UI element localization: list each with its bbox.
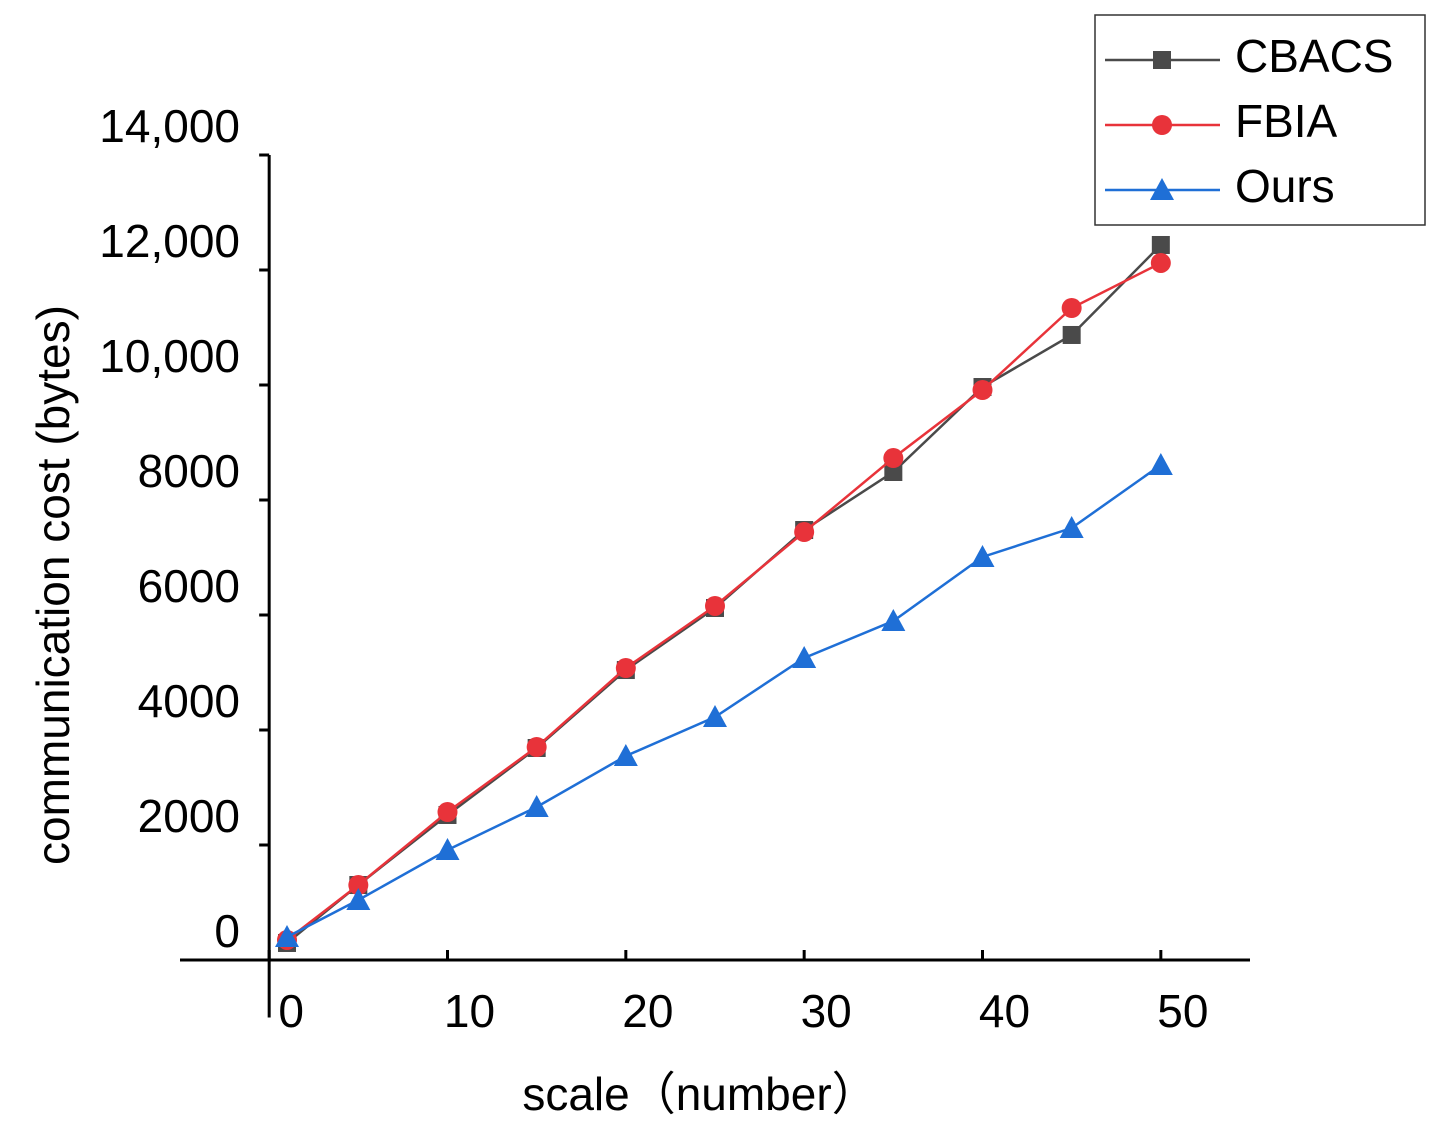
marker xyxy=(1059,516,1084,539)
marker xyxy=(883,448,904,469)
series-line xyxy=(286,463,1162,939)
marker xyxy=(792,646,817,669)
marker xyxy=(348,875,369,896)
legend-label: Ours xyxy=(1235,160,1335,212)
marker xyxy=(703,705,727,728)
legend-label: CBACS xyxy=(1235,30,1393,82)
marker xyxy=(613,743,638,766)
x-tick-label: 20 xyxy=(622,985,673,1037)
marker xyxy=(1061,298,1082,319)
y-tick-label: 4000 xyxy=(138,675,240,727)
x-tick-label: 30 xyxy=(801,985,852,1037)
x-tick-label: 0 xyxy=(278,985,304,1037)
y-tick-label: 12,000 xyxy=(99,215,240,267)
marker xyxy=(275,925,299,947)
y-tick-label: 6000 xyxy=(138,560,240,612)
y-tick-label: 8000 xyxy=(138,445,240,497)
marker xyxy=(524,794,549,817)
legend-marker xyxy=(1152,115,1172,135)
marker xyxy=(1148,452,1173,475)
marker xyxy=(1062,325,1081,344)
marker xyxy=(435,838,460,861)
y-axis-title: communication cost (bytes) xyxy=(27,305,79,865)
marker xyxy=(970,544,995,567)
marker xyxy=(794,522,815,543)
marker xyxy=(346,888,371,911)
series-line xyxy=(286,244,1162,944)
marker xyxy=(972,380,993,401)
y-tick-label: 0 xyxy=(214,905,240,957)
marker xyxy=(437,801,458,822)
y-tick-label: 10,000 xyxy=(99,330,240,382)
marker xyxy=(615,658,636,679)
y-tick-label: 14,000 xyxy=(99,100,240,152)
x-tick-label: 10 xyxy=(444,985,495,1037)
marker xyxy=(1151,235,1170,254)
legend-marker xyxy=(1150,178,1174,200)
x-tick-label: 50 xyxy=(1157,985,1208,1037)
legend-marker xyxy=(1153,51,1171,69)
x-tick-label: 40 xyxy=(979,985,1030,1037)
marker xyxy=(881,608,906,631)
y-tick-label: 2000 xyxy=(138,790,240,842)
legend-label: FBIA xyxy=(1235,95,1338,147)
marker xyxy=(884,462,903,481)
x-axis-title: scale（number） xyxy=(522,1068,877,1120)
marker xyxy=(705,595,725,616)
marker xyxy=(526,737,547,758)
marker xyxy=(1150,252,1171,273)
